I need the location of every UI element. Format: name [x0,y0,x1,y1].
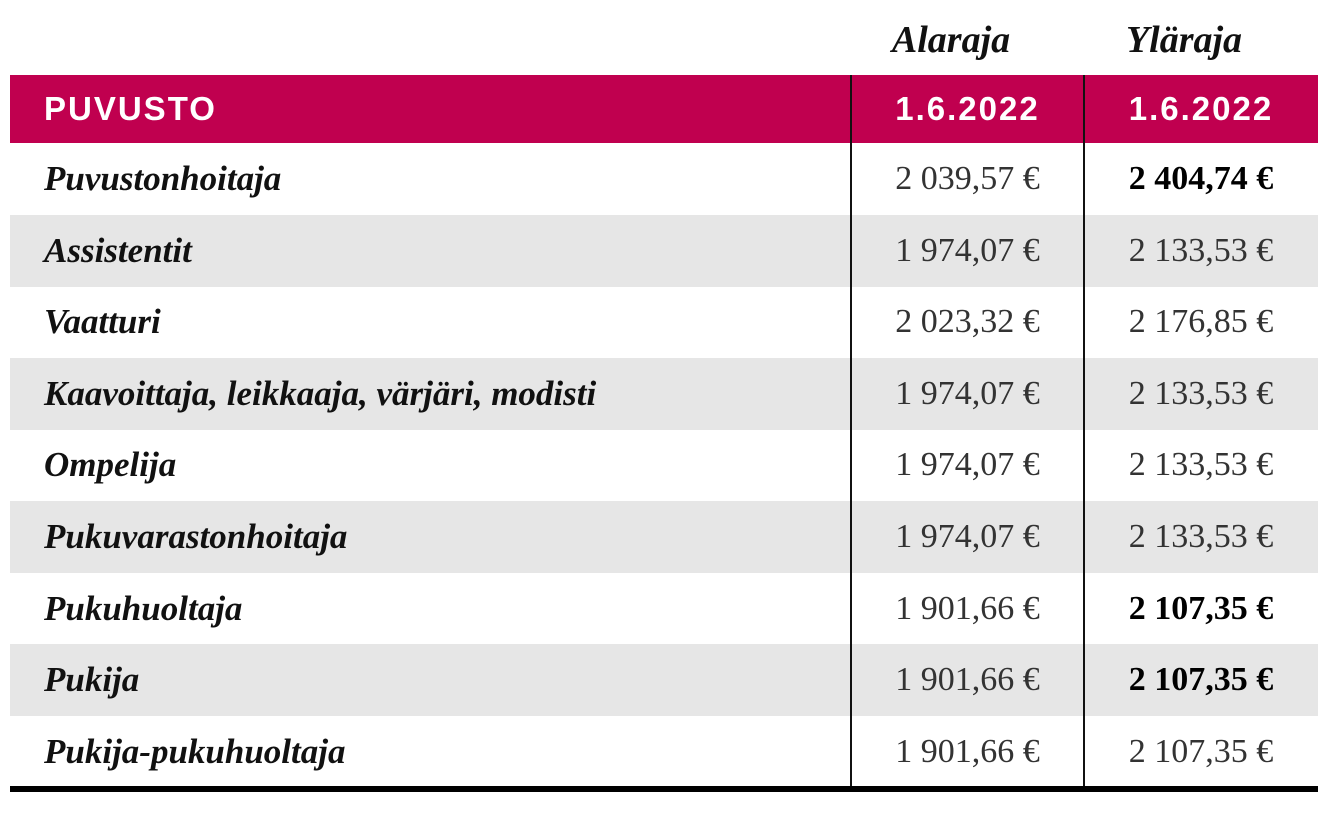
column-divider [850,75,852,786]
salary-cell: 2 023,32 € [895,303,1040,341]
row-label: Pukuvarastonhoitaja [10,501,851,574]
salary-cell: 1 901,66 € [851,644,1084,717]
row-label: Kaavoittaja, leikkaaja, värjäri, modisti [10,357,851,430]
salary-cell: 2 404,74 € [1128,160,1274,198]
row-label: Pukija-pukuhuoltaja [44,731,346,771]
salary-cell: 2 133,53 € [1084,501,1318,574]
salary-cell: 1 974,07 € [851,501,1084,574]
salary-cell: 2 107,35 € [1084,644,1318,717]
table-bottom-rule [10,786,1318,792]
column-divider [1083,75,1085,786]
row-label: Pukija [10,644,851,717]
salary-cell: 1 974,07 € [895,446,1040,484]
salary-cell: 2 133,53 € [1084,357,1318,430]
salary-cell: 2 039,57 € [895,160,1040,198]
salary-cell: 2 133,53 € [1084,214,1318,287]
column-header: Alaraja [891,19,1011,61]
salary-cell: 2 133,53 € [1128,446,1274,484]
row-label: Ompelija [44,445,177,485]
salary-cell: 1 901,66 € [895,732,1040,770]
header-cell: 1.6.2022 [1084,75,1318,143]
salary-cell: 1 974,07 € [851,214,1084,287]
row-label: Pukuhuoltaja [44,588,243,628]
salary-cell: 1 974,07 € [851,357,1084,430]
row-label: Vaatturi [44,302,161,342]
row-label: Assistentit [10,214,851,287]
header-cell: 1.6.2022 [851,75,1084,143]
salary-cell: 2 176,85 € [1128,303,1274,341]
salary-cell: 1 901,66 € [895,589,1040,627]
header-cell: PUVUSTO [10,75,851,143]
salary-cell: 2 107,35 € [1128,589,1274,627]
column-header: Yläraja [1125,19,1243,61]
salary-cell: 2 107,35 € [1128,732,1274,770]
row-label: Puvustonhoitaja [44,159,282,199]
